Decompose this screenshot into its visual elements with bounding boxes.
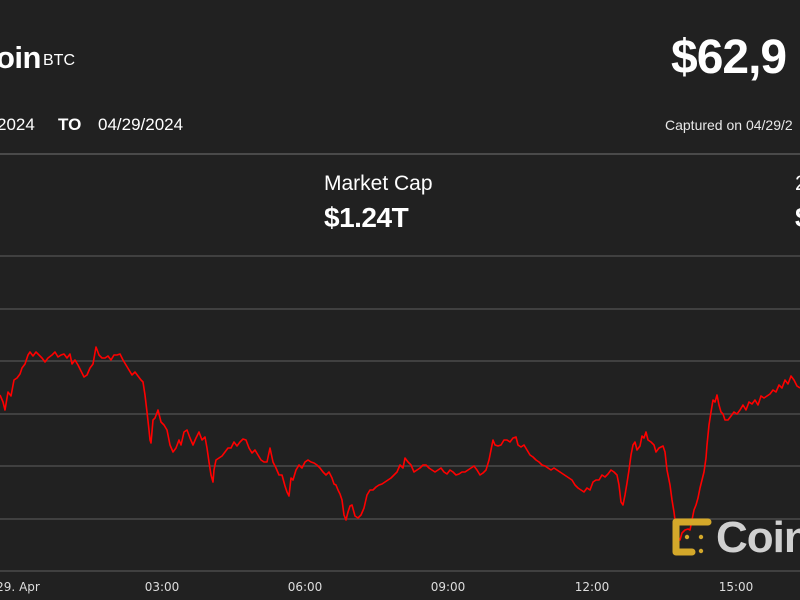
coindesk-logo-text: Coin xyxy=(716,513,800,562)
coin-ticker: BTC xyxy=(43,52,75,69)
coin-name: oin xyxy=(0,40,42,75)
stat-volume: 2 $ xyxy=(795,172,800,234)
x-tick-label: 15:00 xyxy=(718,580,754,594)
x-tick-label: 03:00 xyxy=(144,580,180,594)
x-tick-label: 12:00 xyxy=(574,580,610,594)
stat-market-cap: Market Cap $1.24T xyxy=(324,172,433,234)
date-to-label: TO xyxy=(58,115,82,134)
current-price: $62,9 xyxy=(671,31,787,84)
date-to: 04/29/2024 xyxy=(98,115,184,134)
stat-value: $ xyxy=(795,202,800,234)
coindesk-logo-icon xyxy=(672,518,712,556)
x-tick-label: 29. Apr xyxy=(0,580,40,594)
x-tick-label: 09:00 xyxy=(430,580,466,594)
header-divider xyxy=(0,153,800,155)
x-tick-label: 06:00 xyxy=(287,580,323,594)
price-line xyxy=(0,346,800,541)
stat-label: Market Cap xyxy=(324,172,433,195)
date-from: 2024 xyxy=(0,115,35,134)
captured-timestamp: Captured on 04/29/2 xyxy=(665,117,793,133)
stat-label: 2 xyxy=(795,172,800,196)
stat-value: $1.24T xyxy=(324,202,409,233)
